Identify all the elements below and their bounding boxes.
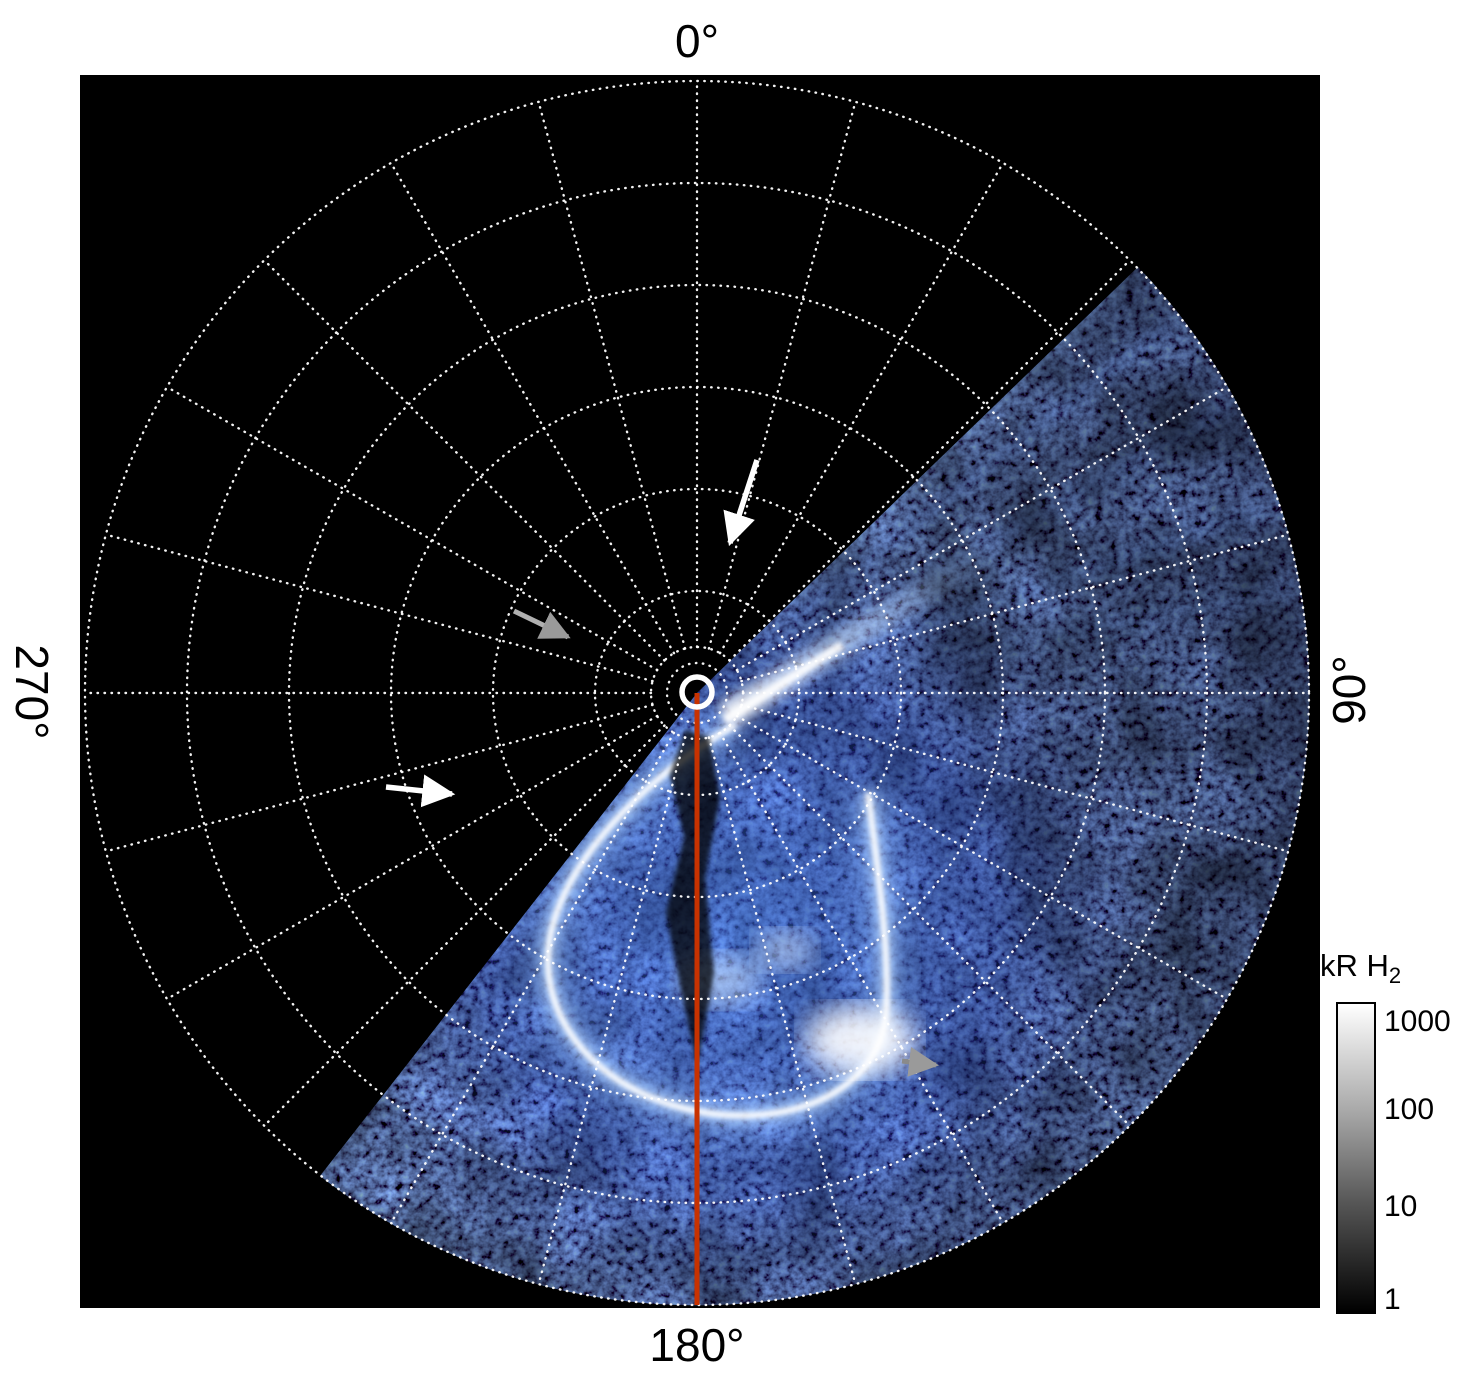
gray-arrow-arc	[901, 1046, 939, 1077]
colorbar-title-text: kR H	[1320, 948, 1389, 983]
grid-ring	[83, 79, 1311, 1307]
colorbar-tick-100: 100	[1384, 1093, 1435, 1126]
polar-figure-svg	[80, 75, 1320, 1308]
angle-label-180: 180°	[649, 1319, 745, 1371]
angle-label-270: 270°	[6, 644, 58, 740]
white-arrow-left	[385, 774, 456, 808]
polar-image-panel	[80, 75, 1320, 1308]
colorbar-gradient	[1336, 1002, 1376, 1314]
colorbar-title: kR H2	[1320, 948, 1401, 989]
angle-label-90: 90°	[1323, 655, 1375, 725]
pole-marker	[679, 674, 715, 710]
grid-ring	[491, 487, 903, 899]
white-arrow-top	[723, 459, 760, 547]
grid-ring	[185, 181, 1209, 1205]
colorbar-title-subscript: 2	[1388, 963, 1402, 989]
grid-ring	[287, 283, 1107, 1103]
annotation-arrows	[385, 459, 939, 1077]
gray-arrow-upper-left	[512, 608, 571, 640]
angle-label-0: 0°	[675, 15, 719, 67]
colorbar-tick-10: 10	[1384, 1190, 1418, 1223]
grid-ring	[665, 661, 729, 725]
colorbar-tick-1000: 1000	[1384, 1005, 1451, 1038]
colorbar: kR H2 1000 100 10 1	[1318, 948, 1480, 1328]
colorbar-tick-1: 1	[1384, 1283, 1401, 1316]
aurora-polar-streak	[718, 532, 1007, 728]
aurora-dark-notch	[666, 730, 720, 1067]
